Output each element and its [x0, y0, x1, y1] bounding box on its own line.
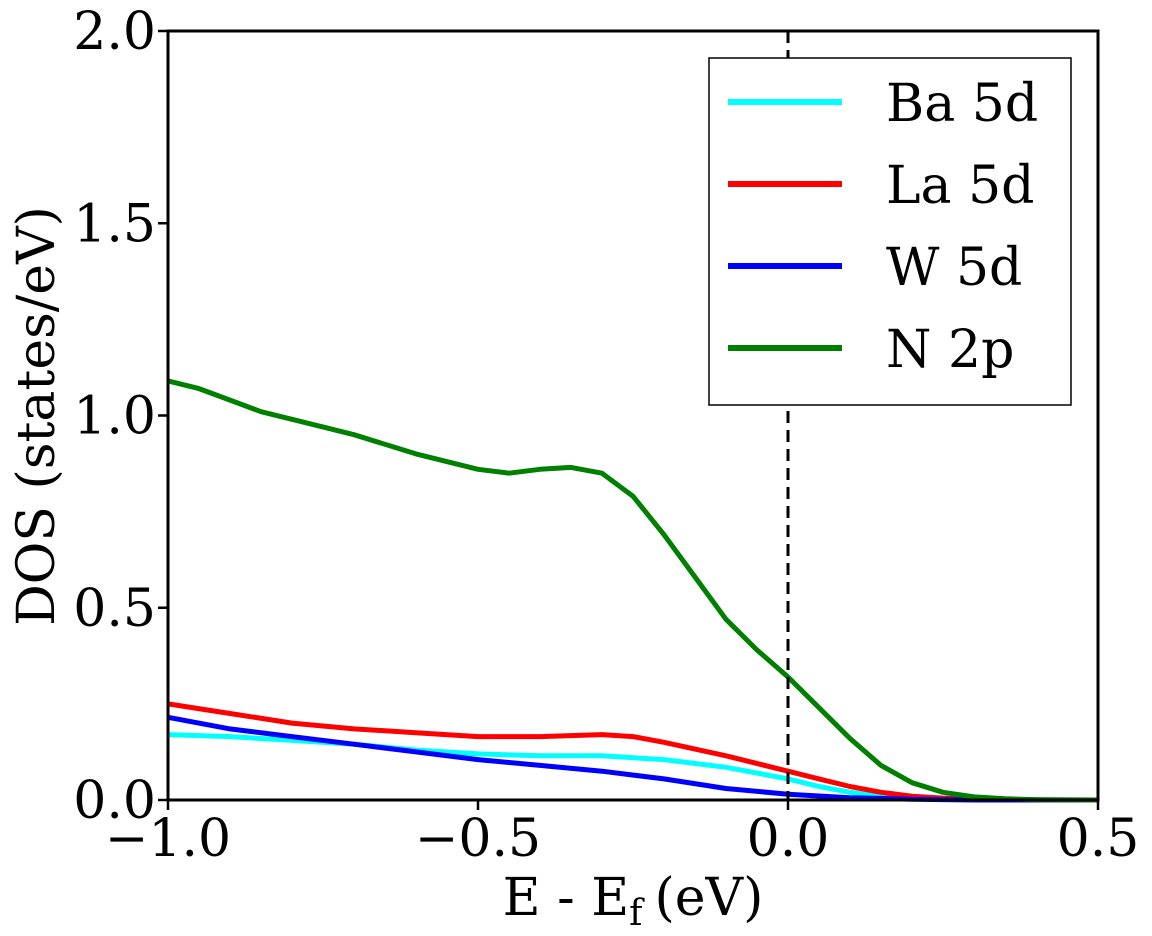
- y-axis-title: DOS (states/eV): [7, 206, 67, 626]
- y-tick-label: 2.0: [73, 2, 156, 62]
- ticks-layer: −1.0 −0.5 0.0 0.5 0.0 0.5 1.0 1.5 2.0: [73, 2, 1139, 869]
- x-tick-label: −1.0: [105, 809, 231, 869]
- legend-label-la-5d: La 5d: [886, 156, 1034, 216]
- x-tick-label: −0.5: [415, 809, 541, 869]
- x-tick-label: 0.0: [747, 809, 830, 869]
- y-tick-label: 0.0: [73, 771, 156, 831]
- x-axis-title-subscript: f: [629, 893, 645, 934]
- y-tick-label: 1.5: [73, 194, 156, 254]
- x-tick-label: 0.5: [1057, 809, 1140, 869]
- x-axis-title-main: E - E: [503, 868, 630, 928]
- legend-label-n-2p: N 2p: [886, 320, 1014, 380]
- legend-label-ba-5d: Ba 5d: [886, 74, 1038, 134]
- y-tick-label: 0.5: [73, 579, 156, 639]
- y-tick-label: 1.0: [73, 387, 156, 447]
- series-line-n-2p: [167, 378, 1099, 803]
- legend: Ba 5d La 5d W 5d N 2p: [708, 57, 1072, 406]
- x-axis-title: E - Ef (eV): [503, 868, 764, 934]
- x-axis-title-unit: (eV): [654, 868, 763, 928]
- legend-label-w-5d: W 5d: [886, 238, 1022, 298]
